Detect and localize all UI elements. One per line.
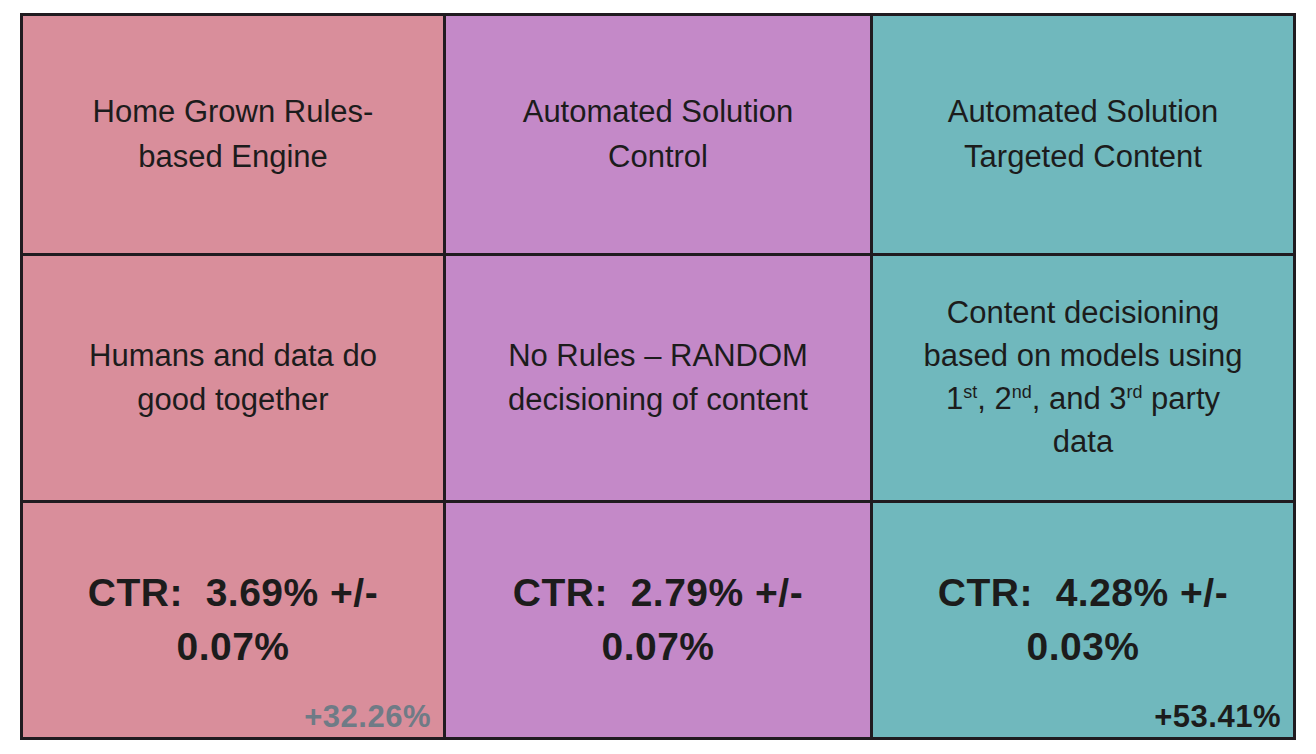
- desc-targeted-line4: data: [924, 421, 1243, 464]
- cell-ctr-home-grown: CTR: 3.69% +/- 0.07% +32.26%: [23, 503, 443, 737]
- ctr-control-value: CTR: 2.79% +/- 0.07%: [513, 566, 803, 674]
- header-home-grown-label: Home Grown Rules- based Engine: [93, 90, 374, 178]
- header-targeted-label: Automated Solution Targeted Content: [948, 90, 1219, 178]
- lift-targeted-value: +53.41%: [1154, 699, 1281, 735]
- cell-desc-control: No Rules – RANDOM decisioning of content: [446, 256, 870, 500]
- cell-header-control: Automated Solution Control: [446, 16, 870, 253]
- lift-home-grown-value: +32.26%: [304, 699, 431, 735]
- cell-ctr-control: CTR: 2.79% +/- 0.07%: [446, 503, 870, 737]
- cell-desc-home-grown: Humans and data do good together: [23, 256, 443, 500]
- cell-header-targeted: Automated Solution Targeted Content: [873, 16, 1293, 253]
- ctr-targeted-value: CTR: 4.28% +/- 0.03%: [938, 566, 1228, 674]
- desc-targeted-text: Content decisioning based on models usin…: [924, 292, 1243, 463]
- ctr-comparison-table: Home Grown Rules- based Engine Automated…: [20, 13, 1296, 740]
- desc-home-grown-text: Humans and data do good together: [89, 334, 377, 422]
- header-control-label: Automated Solution Control: [523, 90, 794, 178]
- desc-targeted-line2: based on models using: [924, 335, 1243, 378]
- cell-desc-targeted: Content decisioning based on models usin…: [873, 256, 1293, 500]
- cell-ctr-targeted: CTR: 4.28% +/- 0.03% +53.41%: [873, 503, 1293, 737]
- desc-control-text: No Rules – RANDOM decisioning of content: [508, 334, 808, 422]
- desc-targeted-line3: 1st, 2nd, and 3rd party: [924, 378, 1243, 421]
- slide-canvas: Home Grown Rules- based Engine Automated…: [0, 0, 1316, 754]
- ctr-home-grown-value: CTR: 3.69% +/- 0.07%: [88, 566, 378, 674]
- cell-header-home-grown: Home Grown Rules- based Engine: [23, 16, 443, 253]
- desc-targeted-line1: Content decisioning: [924, 292, 1243, 335]
